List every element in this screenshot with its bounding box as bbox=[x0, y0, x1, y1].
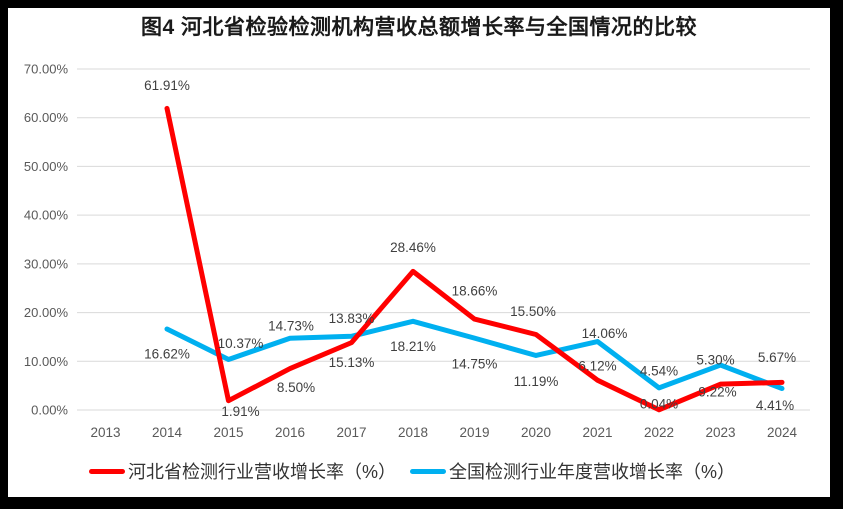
data-label-hebei: 61.91% bbox=[144, 78, 190, 93]
y-axis-label: 30.00% bbox=[24, 256, 69, 271]
chart-background bbox=[8, 8, 830, 497]
data-label-national: 14.75% bbox=[452, 357, 498, 372]
series-line-hebei bbox=[164, 105, 785, 413]
data-label-national: 16.62% bbox=[144, 347, 190, 362]
data-label-hebei: 8.50% bbox=[277, 380, 315, 395]
data-label-national: 9.22% bbox=[698, 385, 736, 400]
data-label-national: 14.73% bbox=[268, 319, 314, 334]
plot-area: 0.00% 10.00% 20.00% 30.00% 40.00% 50.00% 60.00… bbox=[24, 62, 810, 440]
data-label-national: 14.06% bbox=[582, 326, 628, 341]
x-axis-label: 2015 bbox=[213, 425, 243, 440]
data-label-hebei: 5.30% bbox=[696, 353, 734, 368]
x-axis-label: 2014 bbox=[152, 425, 183, 440]
data-label-hebei: 18.66% bbox=[452, 284, 498, 299]
x-axis-label: 2022 bbox=[644, 425, 674, 440]
x-axis-label: 2019 bbox=[459, 425, 489, 440]
x-axis-label: 2023 bbox=[705, 425, 735, 440]
chart-legend: 河北省检测行业营收增长率（%） 全国检测行业年度营收增长率（%） bbox=[8, 458, 830, 484]
legend-dash-national-icon bbox=[410, 468, 446, 474]
x-axis-label: 2021 bbox=[582, 425, 612, 440]
x-axis-label: 2024 bbox=[767, 425, 798, 440]
legend-dash-hebei-icon bbox=[88, 468, 125, 474]
legend-label-national: 全国检测行业年度营收增长率（%） bbox=[449, 462, 736, 482]
data-label-hebei: 5.67% bbox=[758, 350, 796, 365]
data-label-hebei: 0.04% bbox=[640, 396, 678, 411]
y-axis-label: 70.00% bbox=[24, 62, 69, 77]
data-label-hebei: 28.46% bbox=[390, 240, 436, 255]
y-axis-label: 0.00% bbox=[31, 403, 68, 418]
legend-label-hebei: 河北省检测行业营收增长率（%） bbox=[127, 462, 396, 482]
data-label-national: 4.41% bbox=[756, 398, 794, 413]
data-label-national: 11.19% bbox=[514, 374, 559, 389]
y-axis-label: 50.00% bbox=[24, 159, 69, 174]
data-label-national: 10.37% bbox=[218, 336, 264, 351]
x-axis-label: 2013 bbox=[90, 425, 120, 440]
x-axis-label: 2018 bbox=[398, 425, 428, 440]
x-axis-label: 2020 bbox=[521, 425, 551, 440]
y-axis-label: 40.00% bbox=[24, 208, 69, 223]
data-label-hebei: 15.50% bbox=[510, 304, 556, 319]
chart-title: 图4 河北省检验检测机构营收总额增长率与全国情况的比较 bbox=[140, 16, 697, 39]
x-axis-label: 2017 bbox=[336, 425, 366, 440]
y-axis-label: 20.00% bbox=[24, 305, 69, 320]
y-axis-label: 60.00% bbox=[24, 110, 69, 125]
x-axis-label: 2016 bbox=[275, 425, 305, 440]
data-label-hebei: 6.12% bbox=[578, 359, 616, 374]
series-line-national bbox=[164, 318, 785, 392]
data-label-national: 18.21% bbox=[390, 339, 436, 354]
y-axis-label: 10.00% bbox=[24, 354, 69, 369]
data-label-hebei: 13.83% bbox=[329, 311, 375, 326]
data-label-national: 15.13% bbox=[329, 355, 375, 370]
data-label-national: 4.54% bbox=[640, 363, 678, 378]
data-label-hebei: 1.91% bbox=[221, 404, 259, 419]
